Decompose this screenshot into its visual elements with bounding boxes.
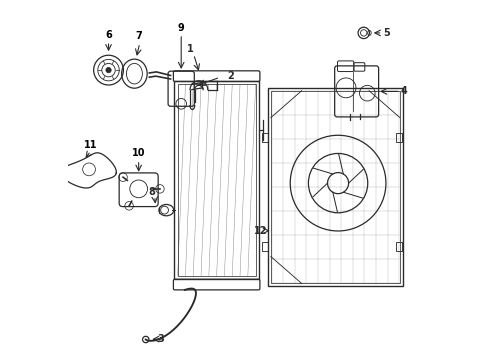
- Text: 8: 8: [148, 188, 155, 197]
- Text: 10: 10: [132, 148, 146, 158]
- Text: 6: 6: [105, 30, 112, 40]
- Text: 9: 9: [178, 23, 185, 33]
- Text: 2: 2: [227, 71, 234, 81]
- Bar: [174, 81, 259, 279]
- Bar: [268, 88, 403, 286]
- Text: 11: 11: [84, 140, 98, 149]
- Text: 3: 3: [157, 334, 164, 344]
- Bar: [262, 133, 269, 142]
- Bar: [262, 242, 269, 251]
- Bar: [178, 84, 256, 276]
- Text: 5: 5: [383, 28, 390, 38]
- Circle shape: [106, 67, 111, 73]
- Bar: [271, 91, 400, 283]
- Text: 12: 12: [253, 226, 267, 236]
- Bar: [395, 133, 402, 142]
- Text: 7: 7: [135, 31, 142, 41]
- Text: 4: 4: [400, 86, 407, 96]
- Bar: [395, 242, 402, 251]
- Text: 1: 1: [187, 44, 194, 54]
